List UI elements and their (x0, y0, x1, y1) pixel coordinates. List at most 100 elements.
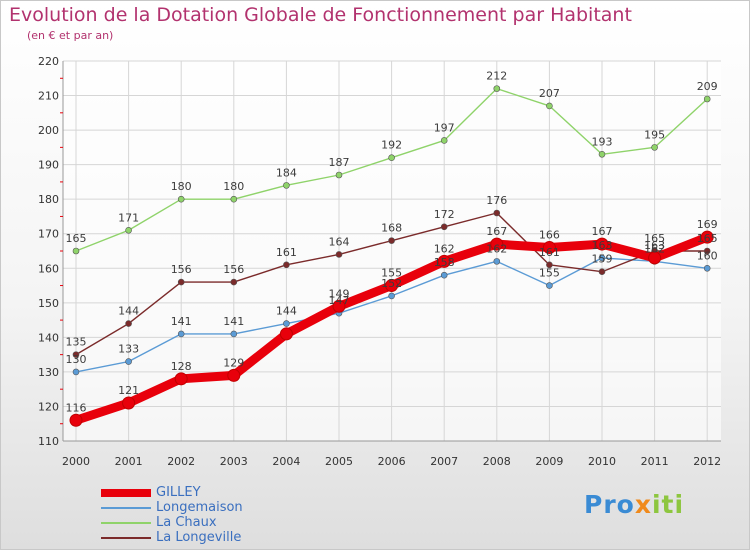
x-tick-label-2010: 2010 (588, 455, 616, 468)
data-label-gilley-2011: 163 (644, 239, 665, 252)
y-tick-label-140: 140 (38, 331, 59, 344)
data-label-longemaison-2007: 158 (434, 256, 455, 269)
chart-title: Evolution de la Dotation Globale de Fonc… (9, 4, 632, 26)
data-point-la-chaux-2001 (125, 226, 132, 234)
data-label-gilley-2009: 166 (539, 229, 560, 242)
legend-label-la-chaux: La Chaux (156, 515, 217, 530)
data-point-la-chaux-2002 (177, 195, 185, 203)
logo-part-2: x (634, 490, 652, 519)
legend-label-la-longeville: La Longeville (156, 530, 242, 545)
x-tick-label-2012: 2012 (693, 455, 721, 468)
y-tick-label-180: 180 (38, 193, 59, 206)
data-point-gilley-2005 (332, 299, 346, 313)
data-label-la-chaux-2010: 193 (592, 135, 613, 148)
data-label-gilley-2012: 169 (697, 218, 718, 231)
data-label-la-longeville-2005: 164 (329, 235, 350, 248)
y-tick-label-110: 110 (38, 435, 59, 448)
data-point-gilley-2010 (595, 237, 609, 251)
data-label-gilley-2005: 149 (329, 287, 350, 300)
x-tick-label-2008: 2008 (483, 455, 511, 468)
data-point-gilley-2007 (437, 254, 451, 268)
data-label-la-longeville-2010: 159 (592, 253, 613, 266)
data-point-la-longeville-2012 (703, 247, 711, 255)
x-tick-label-2000: 2000 (62, 455, 90, 468)
data-label-gilley-2010: 167 (592, 225, 613, 238)
logo-part-3: iti (651, 490, 685, 519)
data-label-longemaison-2005: 147 (329, 294, 350, 307)
data-point-la-longeville-2007 (440, 223, 448, 231)
data-point-gilley-2000 (69, 413, 83, 427)
data-label-la-chaux-2008: 212 (486, 70, 507, 83)
y-tick-label-200: 200 (38, 124, 59, 137)
data-label-gilley-2006: 155 (381, 267, 402, 280)
data-point-gilley-2009 (542, 241, 556, 255)
y-tick-label-210: 210 (38, 90, 59, 103)
data-label-la-longeville-2006: 168 (381, 222, 402, 235)
data-label-la-longeville-2000: 135 (66, 336, 87, 349)
data-label-la-chaux-2003: 180 (223, 180, 244, 193)
y-tick-label-170: 170 (38, 228, 59, 241)
data-label-la-chaux-2011: 195 (644, 128, 665, 141)
data-point-la-chaux-2011 (651, 144, 658, 151)
data-label-la-longeville-2002: 156 (171, 263, 192, 276)
data-label-la-longeville-2001: 144 (118, 305, 139, 318)
data-point-la-chaux-2003 (230, 195, 238, 203)
legend-label-longemaison: Longemaison (156, 500, 243, 515)
x-tick-label-2005: 2005 (325, 455, 353, 468)
data-label-gilley-2003: 129 (223, 356, 244, 369)
data-point-la-chaux-2010 (598, 150, 606, 158)
data-label-longemaison-2012: 160 (697, 249, 718, 262)
y-tick-label-220: 220 (38, 55, 59, 68)
data-label-longemaison-2002: 141 (171, 315, 192, 328)
chart-subtitle: (en € et par an) (27, 29, 114, 42)
data-point-longemaison-2001 (125, 358, 132, 365)
data-point-la-chaux-2000 (72, 247, 80, 255)
data-point-la-longeville-2010 (598, 268, 606, 276)
data-label-la-chaux-2009: 207 (539, 87, 560, 100)
data-point-la-longeville-2003 (230, 278, 238, 286)
data-point-la-longeville-2006 (388, 237, 395, 244)
data-label-la-longeville-2012: 165 (697, 232, 718, 245)
data-point-longemaison-2006 (388, 292, 395, 300)
proxiti-logo: Proxiti (584, 490, 684, 519)
data-point-la-chaux-2007 (440, 137, 448, 144)
x-tick-label-2007: 2007 (430, 455, 458, 468)
data-label-la-chaux-2006: 192 (381, 139, 402, 152)
data-label-gilley-2008: 167 (486, 225, 507, 238)
data-point-longemaison-2007 (440, 271, 448, 279)
data-point-la-longeville-2005 (335, 251, 343, 258)
data-label-la-chaux-2005: 187 (329, 156, 350, 169)
data-label-la-longeville-2009: 161 (539, 246, 560, 259)
x-tick-label-2001: 2001 (115, 455, 143, 468)
data-label-la-chaux-2000: 165 (66, 232, 87, 245)
data-point-gilley-2004 (279, 327, 293, 341)
data-label-la-longeville-2003: 156 (223, 263, 244, 276)
x-tick-label-2009: 2009 (535, 455, 563, 468)
data-point-gilley-2006 (385, 279, 399, 293)
data-point-la-longeville-2004 (283, 261, 290, 269)
x-tick-label-2003: 2003 (220, 455, 248, 468)
data-label-gilley-2007: 162 (434, 242, 455, 255)
data-label-la-chaux-2012: 209 (697, 80, 718, 93)
x-tick-label-2011: 2011 (641, 455, 669, 468)
data-label-gilley-2001: 121 (118, 384, 139, 397)
logo-part-1: Pro (584, 490, 635, 519)
data-point-longemaison-2000 (72, 368, 80, 376)
data-label-longemaison-2004: 144 (276, 305, 297, 318)
data-point-la-chaux-2006 (388, 154, 395, 162)
data-label-la-longeville-2008: 176 (486, 194, 507, 207)
data-label-la-longeville-2011: 165 (644, 232, 665, 245)
data-point-gilley-2002 (174, 372, 188, 386)
data-point-longemaison-2004 (283, 320, 290, 327)
data-label-longemaison-2003: 141 (223, 315, 244, 328)
data-point-la-chaux-2005 (335, 171, 343, 179)
data-point-la-longeville-2002 (177, 278, 185, 286)
data-point-la-chaux-2009 (546, 102, 553, 110)
data-label-longemaison-2008: 162 (486, 242, 507, 255)
data-point-la-chaux-2008 (493, 85, 501, 92)
data-point-gilley-2003 (227, 368, 241, 382)
data-point-longemaison-2002 (177, 330, 185, 338)
data-label-gilley-2002: 128 (171, 360, 192, 373)
